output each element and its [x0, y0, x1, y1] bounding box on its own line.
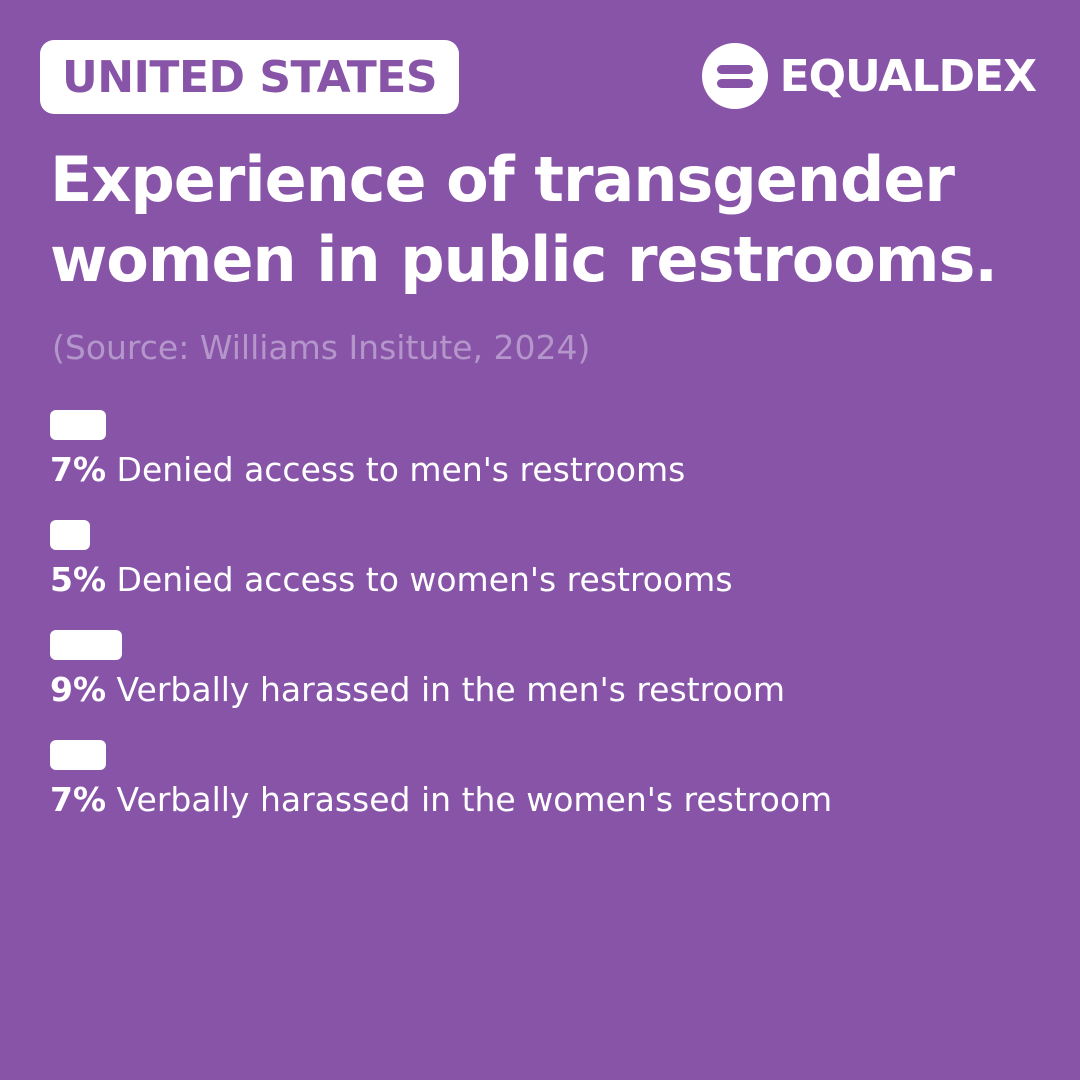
bar-label: 7% Verbally harassed in the women's rest…	[50, 780, 832, 820]
bar	[50, 520, 90, 550]
bar-category-label: Verbally harassed in the women's restroo…	[116, 780, 833, 819]
bar-value-label: 7%	[50, 780, 107, 819]
bar-value-label: 7%	[50, 450, 107, 489]
bar	[50, 740, 106, 770]
brand-name: EQUALDEX	[779, 50, 1037, 102]
bar-item: 7% Verbally harassed in the women's rest…	[50, 740, 1030, 840]
bar-value-label: 9%	[50, 670, 107, 709]
equaldex-logo-icon	[701, 43, 768, 109]
bar-category-label: Verbally harassed in the men's restroom	[116, 670, 785, 709]
chart-source: (Source: Williams Insitute, 2024)	[52, 328, 591, 367]
bar-label: 5% Denied access to women's restrooms	[50, 560, 733, 600]
bar-label: 9% Verbally harassed in the men's restro…	[50, 670, 785, 710]
bar-item: 5% Denied access to women's restrooms	[50, 520, 1030, 620]
bar	[50, 630, 122, 660]
brand[interactable]: EQUALDEX	[701, 43, 1037, 109]
bar-category-label: Denied access to women's restrooms	[116, 560, 733, 599]
bar-item: 9% Verbally harassed in the men's restro…	[50, 630, 1030, 730]
bar-label: 7% Denied access to men's restrooms	[50, 450, 685, 490]
chart-title: Experience of transgender women in publi…	[50, 143, 998, 296]
country-label: UNITED STATES	[62, 51, 438, 103]
bar	[50, 410, 106, 440]
bar-category-label: Denied access to men's restrooms	[116, 450, 686, 489]
bar-value-label: 5%	[50, 560, 107, 599]
country-badge: UNITED STATES	[40, 40, 460, 114]
bar-item: 7% Denied access to men's restrooms	[50, 410, 1030, 510]
